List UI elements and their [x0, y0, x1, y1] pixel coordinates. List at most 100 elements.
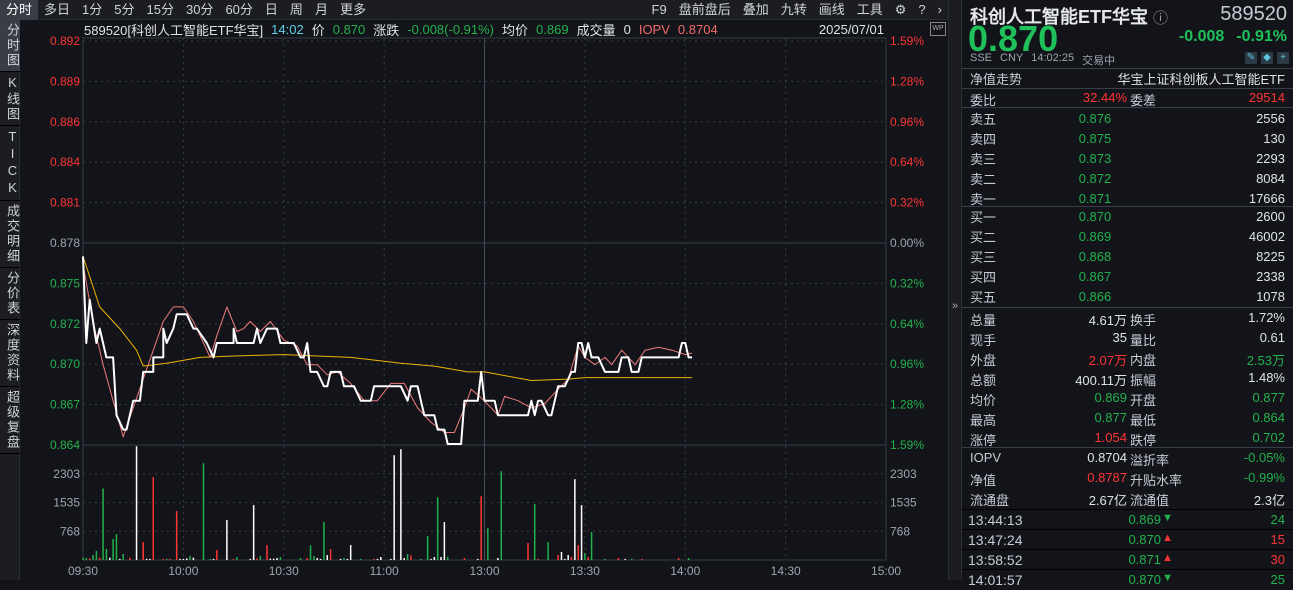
sidebar-item[interactable]: TICK [0, 126, 20, 201]
sidebar-item[interactable]: 分时图 [0, 20, 20, 72]
volume-bar [570, 557, 573, 560]
tab-period[interactable]: 多日 [44, 1, 71, 17]
stat-label: 外盘 [970, 353, 997, 368]
stat-value: 0.864 [1252, 410, 1285, 425]
volume-bar [400, 449, 402, 560]
avg-label: 均价 [502, 22, 529, 38]
tab-period[interactable]: 日 [264, 1, 278, 17]
volume-bar [276, 558, 278, 560]
ratio-label: 委比 [970, 93, 997, 108]
change-amount: -0.008 [1178, 28, 1225, 45]
volume-bar [212, 558, 215, 560]
volume-bar [182, 558, 185, 560]
bid-row: 买二 0.869 46002 [962, 226, 1293, 246]
toolbar-button[interactable]: 工具 [856, 1, 883, 17]
sidebar-item[interactable]: K线图 [0, 72, 20, 126]
volume-bar [179, 558, 181, 560]
level-price: 0.868 [1078, 248, 1112, 264]
period-toolbar: 分时 多日 1分 5分 15分 30分 60分日周月更多 F9 盘前盘后 叠加 九转 画线 工具 ⚙? › [0, 0, 948, 20]
last-price: 0.870 [968, 18, 1059, 59]
stat-label: 内盘 [1130, 353, 1157, 368]
panel-splitter[interactable]: » [948, 0, 962, 580]
tab-period[interactable]: 1分 [82, 1, 103, 17]
tab-period[interactable]: 30分 [185, 1, 214, 17]
info-icon[interactable]: ⓘ [1153, 10, 1169, 27]
tab-period[interactable]: 60分 [225, 1, 253, 17]
tick-price: 0.870 [1128, 532, 1161, 547]
tick-price: 0.869 [1128, 512, 1161, 527]
stat-row: 总额 400.11万 振幅 1.48% [962, 368, 1293, 388]
volume-tick-label-right: 2303 [890, 467, 917, 481]
level-price: 0.870 [1078, 208, 1112, 224]
tab-period[interactable]: 5分 [114, 1, 135, 17]
stat-label: 净值 [970, 473, 997, 488]
volume-bar [309, 545, 312, 560]
diff-label: 委差 [1130, 93, 1157, 108]
level-volume: 130 [1263, 130, 1285, 146]
volume-bar [98, 557, 101, 560]
toolbar-button[interactable]: F9 [651, 1, 667, 17]
iopv-line [82, 263, 693, 438]
stat-value: 2.07万 [1088, 353, 1127, 368]
tab-period[interactable]: 更多 [339, 1, 366, 17]
toolbar-button[interactable]: 叠加 [742, 1, 769, 17]
expand-icon[interactable]: » [952, 300, 959, 312]
volume-bar [162, 558, 165, 560]
level-label: 买二 [970, 229, 997, 245]
stat-row: 现手 35 量比 0.61 [962, 328, 1293, 348]
wp-icon[interactable]: WP [930, 22, 946, 36]
volume-bar [85, 557, 88, 560]
trading-status: 交易中 [1082, 55, 1116, 67]
stat-value: 2.53万 [1246, 353, 1285, 368]
nav-trend-link[interactable]: 净值走势 [970, 71, 1023, 87]
level-price: 0.872 [1078, 170, 1112, 186]
sidebar-item[interactable]: 分价表 [0, 268, 20, 320]
time-tick-label: 11:00 [370, 564, 399, 578]
sidebar-item[interactable]: 成交明细 [0, 201, 20, 268]
stat-value: 4.61万 [1088, 313, 1127, 328]
tab-period[interactable]: 周 [289, 1, 303, 17]
level-price: 0.873 [1078, 150, 1112, 166]
volume-bar [112, 539, 114, 560]
toolbar-button[interactable]: 盘前盘后 [678, 1, 731, 17]
level-price: 0.867 [1078, 268, 1112, 284]
level-price: 0.869 [1078, 228, 1112, 244]
volume-bar [580, 505, 583, 560]
iopv-label: IOPV [638, 21, 670, 37]
volume-bar [584, 553, 586, 560]
stat-label: 换手 [1130, 313, 1157, 328]
bell-icon[interactable]: ◆ [1261, 52, 1273, 64]
quote-panel: 科创人工智能ETF华宝 ⓘ 589520 0.870 -0.008 -0.91% … [962, 0, 1293, 588]
quote-time: 14:02:25 [1031, 52, 1075, 64]
price-value: 0.870 [332, 21, 366, 37]
security-name: 科创人工智能ETF华宝 [970, 7, 1148, 27]
stat-label: 升贴水率 [1130, 473, 1183, 488]
stat-value: 1.054 [1094, 430, 1127, 445]
toolbar-button[interactable]: 九转 [780, 1, 807, 17]
stat-label: 溢折率 [1130, 453, 1170, 468]
sidebar-item[interactable]: 深度资料 [0, 320, 20, 387]
add-icon[interactable]: + [1277, 52, 1289, 64]
tab-period[interactable]: 月 [314, 1, 328, 17]
volume-bar [326, 555, 329, 560]
edit-icon[interactable]: ✎ [1245, 52, 1257, 64]
stat-value: -0.99% [1243, 470, 1285, 485]
sidebar-item[interactable]: 超级复盘 [0, 387, 20, 454]
stat-label: 量比 [1130, 333, 1157, 348]
tab-period[interactable]: 15分 [146, 1, 174, 17]
tick-time: 14:01:57 [968, 572, 1023, 588]
stat-row: 最高 0.877 最低 0.864 [962, 408, 1293, 428]
level-label: 买五 [970, 289, 997, 305]
tab-period[interactable]: 分时 [0, 0, 39, 20]
chevron-right-icon[interactable]: › [937, 1, 942, 17]
volume-value: 0 [623, 21, 631, 37]
intraday-chart[interactable]: 0.892 1.59% 0.889 1.28% 0.886 0.96% 0.884 0.64%… [0, 0, 948, 580]
toolbar-button[interactable]: 画线 [818, 1, 845, 17]
help-icon[interactable]: ? [918, 1, 926, 17]
volume-bar [115, 534, 118, 560]
volume-bar [624, 558, 626, 560]
volume-bar [346, 558, 349, 560]
volume-bar [249, 558, 252, 560]
volume-bar [256, 558, 258, 560]
gear-icon[interactable]: ⚙ [894, 1, 907, 17]
